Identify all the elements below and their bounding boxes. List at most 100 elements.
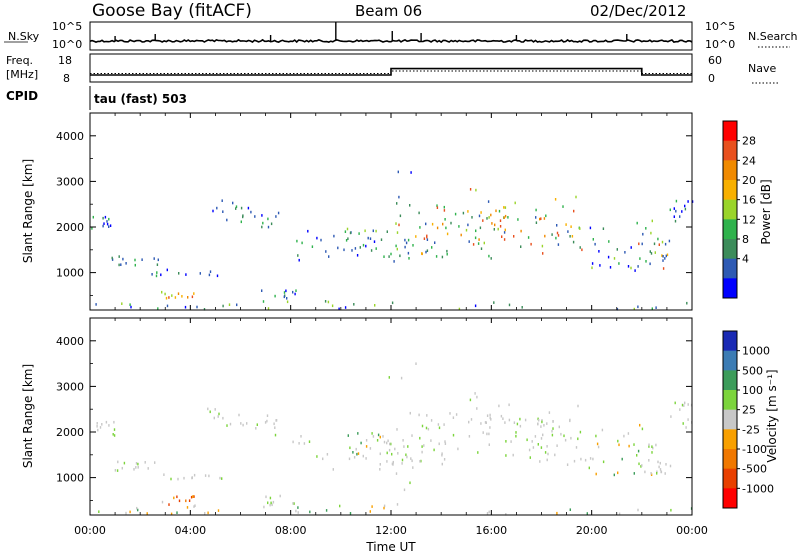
range-cell bbox=[510, 440, 512, 443]
range-cell bbox=[659, 461, 661, 465]
range-cell bbox=[217, 509, 220, 512]
range-cell bbox=[488, 216, 490, 219]
range-cell bbox=[598, 250, 600, 253]
range-cell bbox=[379, 463, 381, 466]
range-cell bbox=[111, 256, 113, 260]
range-cell bbox=[658, 465, 660, 469]
range-cell bbox=[636, 454, 638, 457]
range-cell bbox=[555, 236, 557, 240]
range-cell bbox=[421, 252, 423, 255]
range-cell bbox=[560, 432, 562, 436]
range-cell bbox=[662, 259, 664, 262]
range-cell bbox=[478, 238, 480, 241]
range-cell bbox=[412, 466, 414, 469]
range-cell bbox=[577, 404, 579, 408]
range-cell bbox=[599, 264, 601, 267]
range-cell bbox=[669, 208, 671, 212]
range-cell bbox=[503, 231, 506, 234]
range-cell bbox=[370, 249, 373, 252]
range-cell bbox=[563, 434, 565, 438]
range-cell bbox=[155, 274, 158, 278]
range-cell bbox=[437, 423, 440, 426]
range-cell bbox=[634, 269, 636, 272]
range-cell bbox=[396, 247, 398, 251]
range-cell bbox=[651, 451, 653, 454]
range-cell bbox=[503, 216, 505, 219]
range-cell bbox=[134, 263, 136, 267]
range-cell bbox=[664, 242, 667, 246]
range-cell bbox=[102, 224, 104, 228]
range-cell bbox=[669, 464, 672, 468]
range-cell bbox=[543, 217, 546, 220]
range-cell bbox=[691, 200, 694, 203]
range-cell bbox=[156, 263, 159, 266]
range-cell bbox=[480, 247, 483, 250]
range-cell bbox=[218, 412, 220, 416]
range-cell bbox=[292, 290, 294, 294]
velocity-yticks: 4000 3000 2000 1000 bbox=[56, 335, 692, 501]
range-cell bbox=[111, 258, 114, 261]
range-cell bbox=[419, 436, 421, 440]
range-cell bbox=[638, 242, 640, 246]
range-cell bbox=[96, 422, 98, 425]
range-cell bbox=[365, 439, 368, 442]
y-tick-label: 4000 bbox=[56, 130, 84, 143]
range-cell bbox=[184, 305, 187, 309]
range-cell bbox=[401, 462, 403, 465]
range-cell bbox=[480, 211, 482, 214]
range-cell bbox=[570, 436, 572, 440]
range-cell bbox=[161, 500, 164, 504]
range-cell bbox=[662, 255, 664, 258]
range-cell bbox=[325, 250, 327, 253]
range-cell bbox=[648, 443, 650, 447]
range-cell bbox=[489, 413, 491, 417]
range-cell bbox=[204, 474, 207, 477]
range-cell bbox=[207, 407, 209, 411]
range-cell bbox=[577, 437, 579, 441]
range-cell bbox=[665, 463, 667, 466]
range-cell bbox=[383, 504, 386, 508]
range-cell bbox=[554, 453, 556, 457]
range-cell bbox=[160, 273, 162, 277]
range-cell bbox=[531, 440, 533, 443]
x-tick-label: 16:00 bbox=[475, 524, 507, 537]
range-cell bbox=[566, 463, 569, 466]
range-cell bbox=[421, 445, 423, 448]
range-cell bbox=[267, 501, 269, 505]
range-cell bbox=[190, 495, 193, 499]
range-cell bbox=[405, 453, 407, 457]
range-cell bbox=[298, 258, 300, 262]
range-cell bbox=[285, 289, 287, 293]
range-cell bbox=[579, 246, 581, 249]
range-cell bbox=[235, 207, 237, 210]
range-cell bbox=[222, 210, 224, 213]
range-cell bbox=[668, 239, 671, 243]
range-cell bbox=[445, 226, 447, 230]
range-cell bbox=[486, 414, 489, 417]
range-cell bbox=[121, 466, 123, 470]
range-cell bbox=[391, 301, 394, 305]
x-tick-label: 00:00 bbox=[74, 524, 106, 537]
range-cell bbox=[530, 242, 532, 246]
range-cell bbox=[91, 227, 93, 230]
range-cell bbox=[383, 506, 385, 510]
range-cell bbox=[468, 435, 471, 438]
range-cell bbox=[648, 445, 650, 448]
range-cell bbox=[402, 439, 404, 442]
range-cell bbox=[520, 245, 522, 248]
y-tick-label: 1000 bbox=[56, 267, 84, 280]
range-cell bbox=[386, 230, 388, 233]
range-cell bbox=[349, 231, 352, 235]
range-cell bbox=[539, 217, 541, 221]
range-cell bbox=[382, 435, 384, 438]
range-cell bbox=[188, 499, 191, 502]
range-cell bbox=[476, 407, 478, 410]
range-cell bbox=[592, 238, 594, 241]
range-cell bbox=[624, 251, 626, 254]
range-cell bbox=[134, 258, 136, 262]
range-cell bbox=[485, 421, 487, 424]
range-cell bbox=[684, 207, 687, 211]
range-cell bbox=[458, 225, 460, 228]
range-cell bbox=[371, 505, 373, 508]
range-cell bbox=[308, 440, 311, 443]
